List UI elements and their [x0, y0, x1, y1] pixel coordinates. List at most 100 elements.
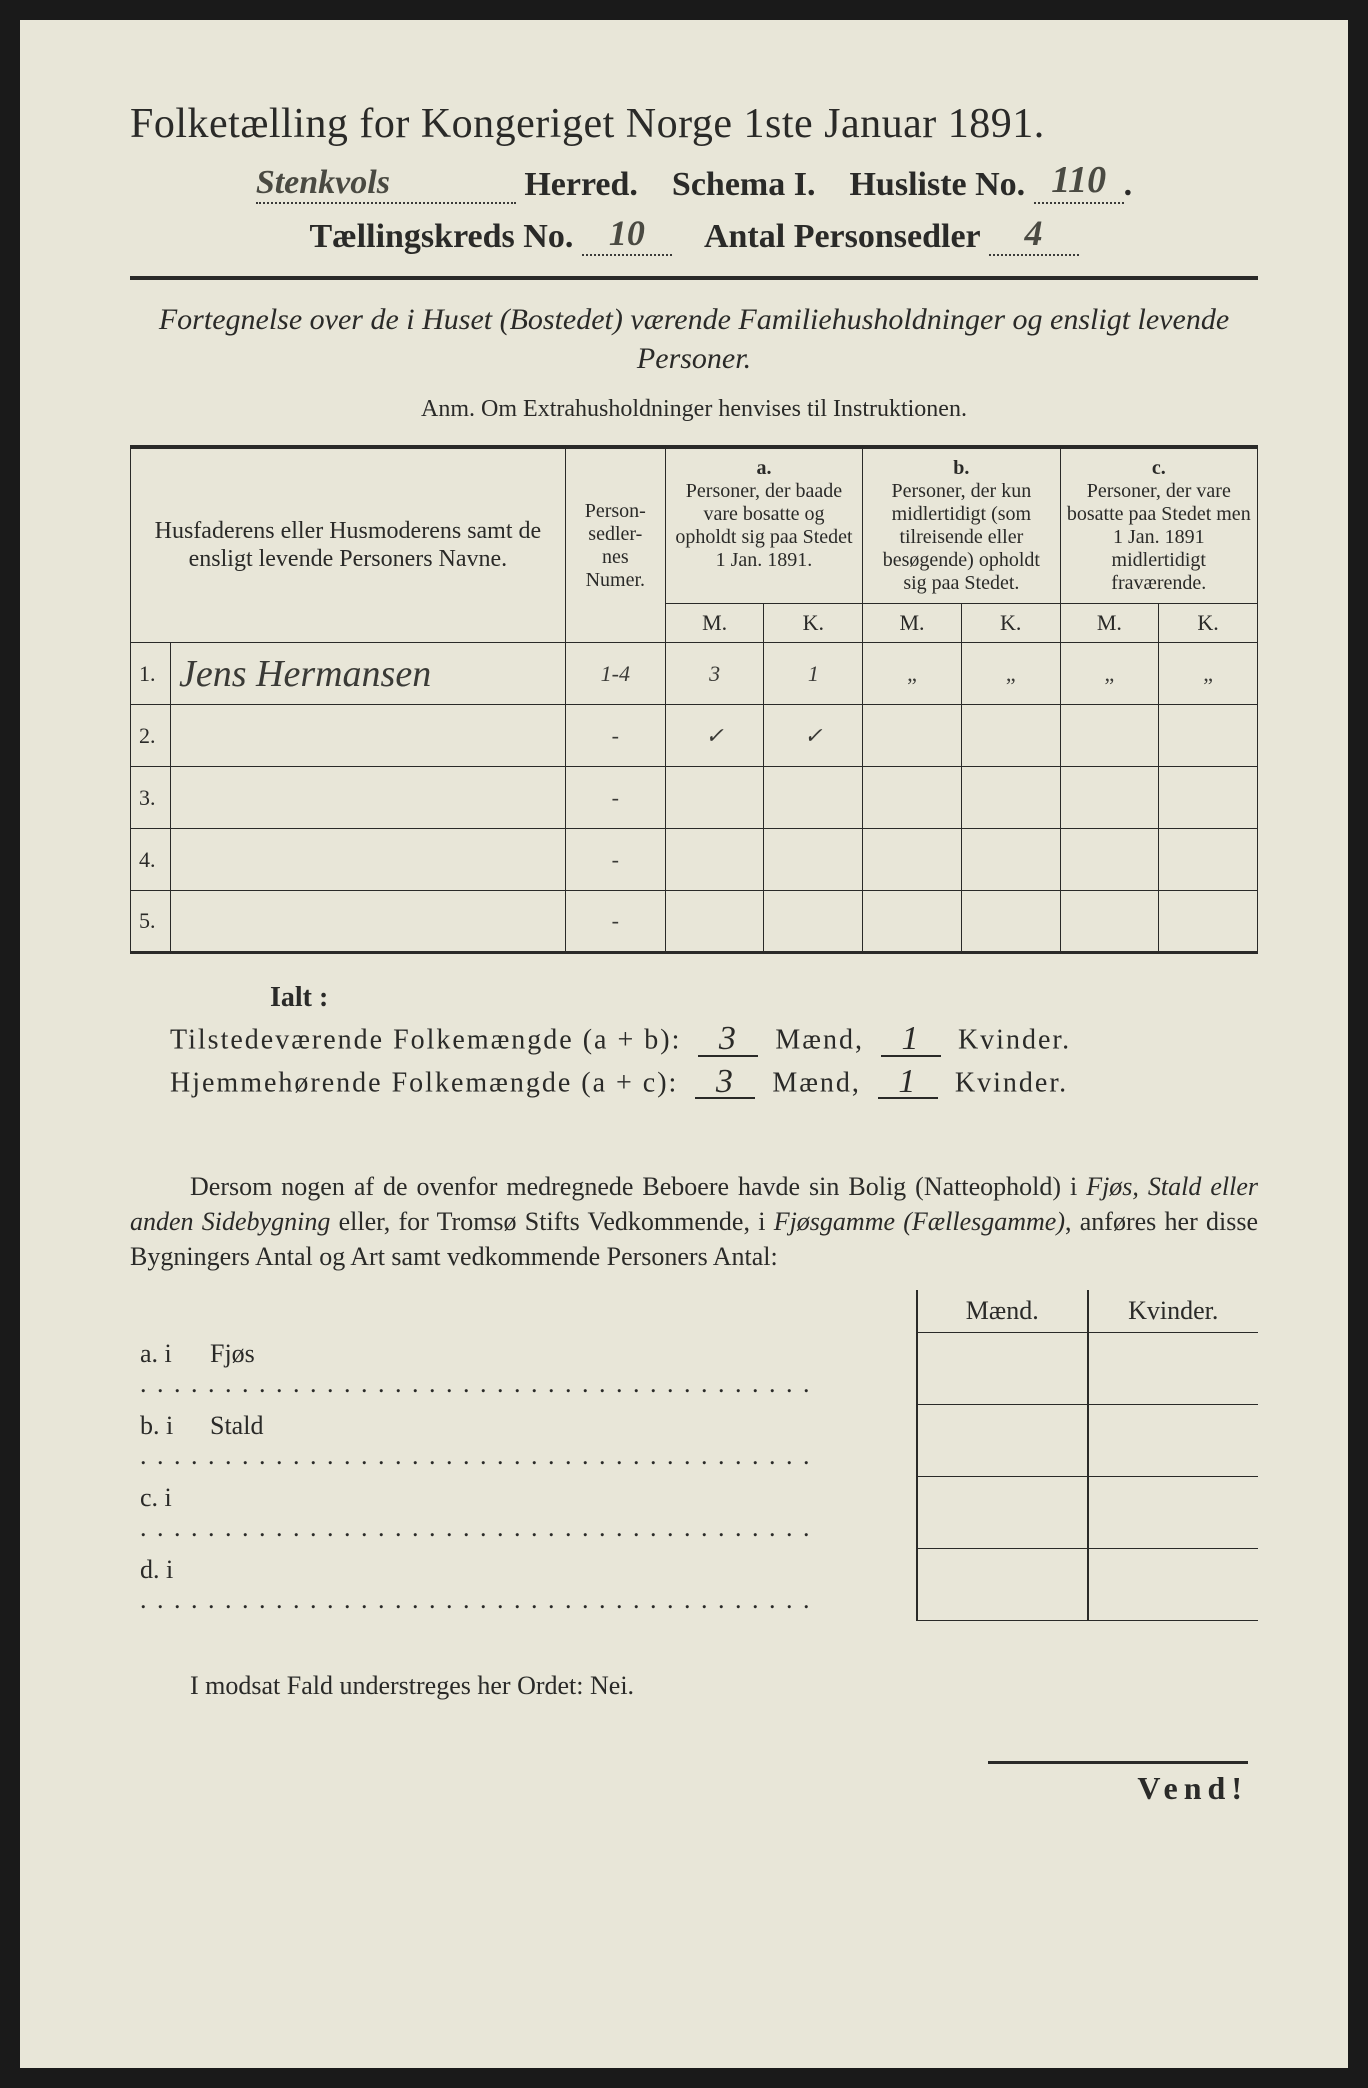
nei-word: Nei. [590, 1671, 634, 1700]
nei-pre: I modsat Fald understreges her Ordet: [190, 1671, 590, 1700]
b-k-cell [961, 705, 1060, 767]
footer-divider [988, 1761, 1248, 1764]
header-line-3: Tællingskreds No. 10 Antal Personsedler … [130, 212, 1258, 256]
header-line-2: Stenkvols Herred. Schema I. Husliste No.… [130, 158, 1258, 204]
row-number: 1. [131, 643, 171, 705]
bld-label-cell: a. iFjøs . . . . . . . . . . . . . . . .… [130, 1333, 917, 1405]
col-c-label: c. [1067, 457, 1251, 480]
a-k-cell [764, 767, 863, 829]
bld-k-cell [1088, 1405, 1259, 1477]
sum-ac-m: 3 [695, 1067, 755, 1100]
subtitle: Fortegnelse over de i Huset (Bostedet) v… [130, 300, 1258, 378]
name-cell [171, 829, 566, 891]
bld-k-cell [1088, 1333, 1259, 1405]
husliste-label: Husliste No. [849, 166, 1025, 203]
b-m-cell [863, 891, 962, 953]
c-k-cell [1159, 891, 1258, 953]
col-a: a. Personer, der baade vare bosatte og o… [665, 447, 862, 604]
c-k-cell [1159, 767, 1258, 829]
c-k-cell [1159, 705, 1258, 767]
sum-ab-line: Tilstedeværende Folkemængde (a + b): 3 M… [170, 1024, 1258, 1057]
col-names-text: Husfaderens eller Husmoderens samt de en… [155, 518, 542, 572]
c-m-cell [1060, 829, 1159, 891]
kvinder-2: Kvinder. [955, 1067, 1068, 1098]
c-m-cell [1060, 891, 1159, 953]
bld-label-cell: b. iStald . . . . . . . . . . . . . . . … [130, 1405, 917, 1477]
husliste-no-field: 110 [1034, 158, 1124, 204]
col-c-m: M. [1060, 604, 1159, 643]
col-c-k: K. [1159, 604, 1258, 643]
table-row: 5. - [131, 891, 1258, 953]
col-c-text: Personer, der vare bosatte paa Stedet me… [1067, 480, 1251, 595]
antal-label: Antal Personsedler [704, 218, 980, 255]
building-row: c. i . . . . . . . . . . . . . . . . . .… [130, 1477, 1258, 1549]
b-m-cell [863, 705, 962, 767]
maend-1: Mænd, [775, 1025, 864, 1056]
bld-m-cell [917, 1549, 1087, 1621]
numer-cell: - [565, 829, 665, 891]
col-a-k: K. [764, 604, 863, 643]
totals-section: Ialt : Tilstedeværende Folkemængde (a + … [130, 982, 1258, 1099]
ialt-label: Ialt : [270, 982, 1258, 1014]
table-row: 2.-✓✓ [131, 705, 1258, 767]
schema-label: Schema I. [672, 166, 816, 203]
bld-spacer [130, 1290, 917, 1333]
sum-ac-k: 1 [878, 1067, 938, 1100]
sum-ac-line: Hjemmehørende Folkemængde (a + c): 3 Mæn… [170, 1067, 1258, 1100]
sum-ab-m: 3 [698, 1024, 758, 1057]
c-k-cell [1159, 829, 1258, 891]
b-k-cell [961, 767, 1060, 829]
row-number: 5. [131, 891, 171, 953]
a-m-cell [665, 767, 764, 829]
kreds-no-field: 10 [582, 212, 672, 256]
a-m-cell [665, 829, 764, 891]
table-row: 1.Jens Hermansen1-431„„„„ [131, 643, 1258, 705]
para-mid: eller, for Tromsø Stifts Vedkommende, i [330, 1207, 773, 1236]
numer-cell: - [565, 705, 665, 767]
row-number: 3. [131, 767, 171, 829]
c-m-cell [1060, 767, 1159, 829]
col-b-m: M. [863, 604, 962, 643]
col-a-text: Personer, der baade vare bosatte og opho… [672, 480, 856, 572]
bld-label-cell: c. i . . . . . . . . . . . . . . . . . .… [130, 1477, 917, 1549]
divider-top [130, 276, 1258, 280]
kreds-label: Tællingskreds No. [309, 218, 573, 255]
bld-head-k: Kvinder. [1088, 1290, 1259, 1333]
building-table: Mænd. Kvinder. a. iFjøs . . . . . . . . … [130, 1290, 1258, 1621]
building-row: d. i . . . . . . . . . . . . . . . . . .… [130, 1549, 1258, 1621]
row-number: 2. [131, 705, 171, 767]
name-cell [171, 891, 566, 953]
kvinder-1: Kvinder. [958, 1025, 1071, 1056]
herred-label: Herred. [524, 166, 638, 203]
personsedler-field: 4 [989, 212, 1079, 256]
numer-cell: - [565, 891, 665, 953]
b-m-cell [863, 829, 962, 891]
name-cell [171, 767, 566, 829]
a-k-cell: ✓ [764, 705, 863, 767]
a-m-cell: ✓ [665, 705, 764, 767]
numer-cell: 1-4 [565, 643, 665, 705]
b-m-cell [863, 767, 962, 829]
para-em2: Fjøsgamme [774, 1207, 895, 1236]
sum-ab-k: 1 [881, 1024, 941, 1057]
building-paragraph: Dersom nogen af de ovenfor medregnede Be… [130, 1169, 1258, 1274]
para-em2b: (Fællesgamme) [895, 1207, 1065, 1236]
bld-label-cell: d. i . . . . . . . . . . . . . . . . . .… [130, 1549, 917, 1621]
building-row: b. iStald . . . . . . . . . . . . . . . … [130, 1405, 1258, 1477]
census-form-page: Folketælling for Kongeriget Norge 1ste J… [20, 20, 1348, 2068]
b-k-cell: „ [961, 643, 1060, 705]
vend-label: Vend! [130, 1770, 1248, 1807]
col-a-label: a. [672, 457, 856, 480]
sum-ac-label: Hjemmehørende Folkemængde (a + c): [170, 1067, 678, 1098]
a-m-cell [665, 891, 764, 953]
a-k-cell [764, 891, 863, 953]
c-m-cell [1060, 705, 1159, 767]
col-b-k: K. [961, 604, 1060, 643]
bld-m-cell [917, 1477, 1087, 1549]
col-b-text: Personer, der kun midlertidigt (som tilr… [869, 480, 1053, 595]
a-m-cell: 3 [665, 643, 764, 705]
c-k-cell: „ [1159, 643, 1258, 705]
bld-m-cell [917, 1405, 1087, 1477]
maend-2: Mænd, [772, 1067, 861, 1098]
bld-m-cell [917, 1333, 1087, 1405]
